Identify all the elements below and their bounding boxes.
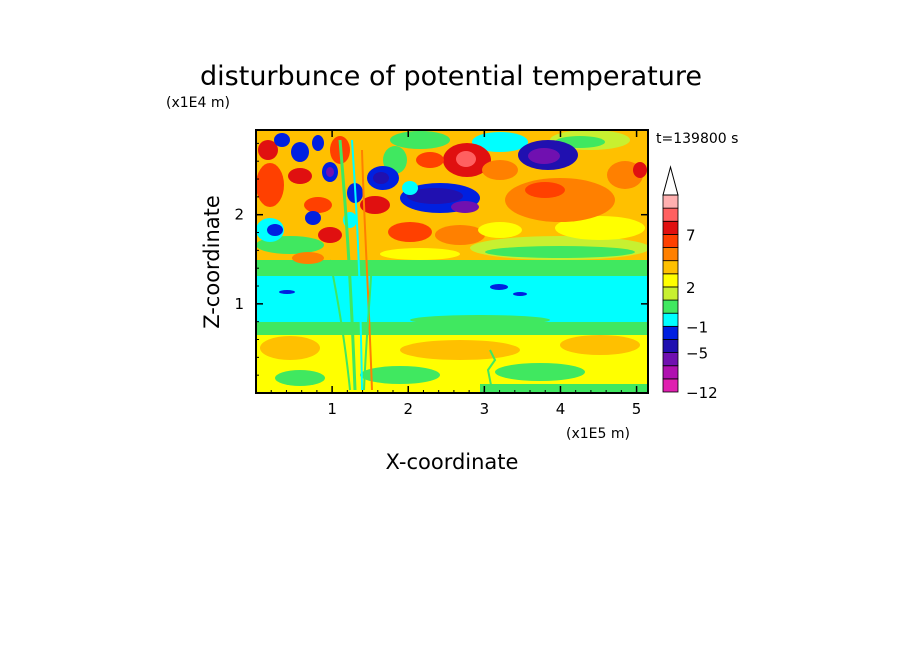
blob xyxy=(388,222,432,242)
band-green-mid xyxy=(256,258,648,276)
y-axis: 12 xyxy=(234,142,648,376)
blob xyxy=(485,246,635,258)
colorbar-swatch xyxy=(662,378,679,393)
blob xyxy=(360,366,440,384)
blob xyxy=(312,135,324,151)
wave-streak xyxy=(351,139,363,391)
blob xyxy=(380,248,460,260)
band-cyan-middle xyxy=(256,272,648,322)
colorbar-swatch xyxy=(662,260,679,275)
colorbar-swatch xyxy=(662,352,679,367)
blob xyxy=(633,162,647,178)
y-tick-label: 2 xyxy=(234,206,244,224)
blob xyxy=(274,133,290,147)
blob xyxy=(279,290,295,294)
blob xyxy=(416,152,444,168)
time-label: t=139800 s xyxy=(656,131,738,147)
colorbar-swatch xyxy=(662,207,679,222)
blob xyxy=(304,197,332,213)
plot-frame xyxy=(255,129,649,394)
blob xyxy=(525,182,565,198)
blob xyxy=(256,163,284,207)
blob xyxy=(400,340,520,360)
blob xyxy=(435,225,485,245)
x-unit-label: (x1E5 m) xyxy=(566,426,630,442)
colorbar-label: −12 xyxy=(686,384,718,402)
colorbar-swatch xyxy=(662,194,679,209)
blob xyxy=(490,284,508,290)
blob xyxy=(472,132,528,152)
blob xyxy=(451,201,479,213)
blob xyxy=(482,160,518,180)
x-tick-label: 3 xyxy=(480,400,490,418)
wave-streak xyxy=(363,259,373,391)
blob xyxy=(410,315,550,325)
x-tick-label: 4 xyxy=(556,400,566,418)
colorbar-swatch xyxy=(662,273,679,288)
x-axis: 1 2 3 4 5 xyxy=(270,130,642,418)
wave-streak xyxy=(361,149,373,391)
blob xyxy=(305,211,321,225)
blob xyxy=(456,151,476,167)
blob xyxy=(407,188,463,204)
blob xyxy=(513,292,527,296)
colorbar-swatch xyxy=(662,312,679,327)
x-tick-label: 1 xyxy=(327,400,337,418)
colorbar-label: −1 xyxy=(686,318,708,336)
x-tick-label: 2 xyxy=(403,400,413,418)
y-tick-label: 1 xyxy=(234,295,244,313)
colorbar-extend-arrow xyxy=(662,165,679,196)
blob xyxy=(291,142,309,162)
blob xyxy=(528,148,560,164)
x-tick-label: 5 xyxy=(632,400,642,418)
colorbar-swatch xyxy=(662,325,679,340)
blob xyxy=(402,181,418,195)
blob xyxy=(260,336,320,360)
blob xyxy=(505,178,615,222)
blob xyxy=(275,370,325,386)
y-unit-label: (x1E4 m) xyxy=(166,95,230,111)
blob xyxy=(360,196,390,214)
blob xyxy=(326,167,334,177)
wave-streak xyxy=(338,139,357,391)
colorbar-label: −5 xyxy=(686,345,708,363)
blob xyxy=(555,216,645,240)
colorbar-swatch xyxy=(662,339,679,354)
colorbar-swatch xyxy=(662,247,679,262)
colorbar-swatch xyxy=(662,286,679,301)
blob xyxy=(258,140,278,160)
blob xyxy=(495,363,585,381)
blob xyxy=(288,168,312,184)
blob xyxy=(318,227,342,243)
y-axis-label: Z-coordinate xyxy=(200,195,224,329)
blob xyxy=(390,131,450,149)
blob xyxy=(267,224,283,236)
colorbar-swatch xyxy=(662,220,679,235)
blob xyxy=(292,252,324,264)
colorbar-swatch xyxy=(662,365,679,380)
blob xyxy=(478,222,522,238)
heatmap-field xyxy=(256,130,648,393)
colorbar-swatch xyxy=(662,299,679,314)
blob xyxy=(373,172,389,184)
chart-title: disturbunce of potential temperature xyxy=(200,61,702,92)
colorbar: −12−5−127 xyxy=(662,165,718,402)
colorbar-label: 2 xyxy=(686,279,696,297)
blob xyxy=(560,335,640,355)
colorbar-swatch xyxy=(662,233,679,248)
wave-streak xyxy=(329,259,351,391)
wave-streak xyxy=(486,349,497,391)
x-axis-label: X-coordinate xyxy=(386,450,519,474)
colorbar-label: 7 xyxy=(686,226,696,244)
band-green-bottom-right xyxy=(480,384,648,393)
